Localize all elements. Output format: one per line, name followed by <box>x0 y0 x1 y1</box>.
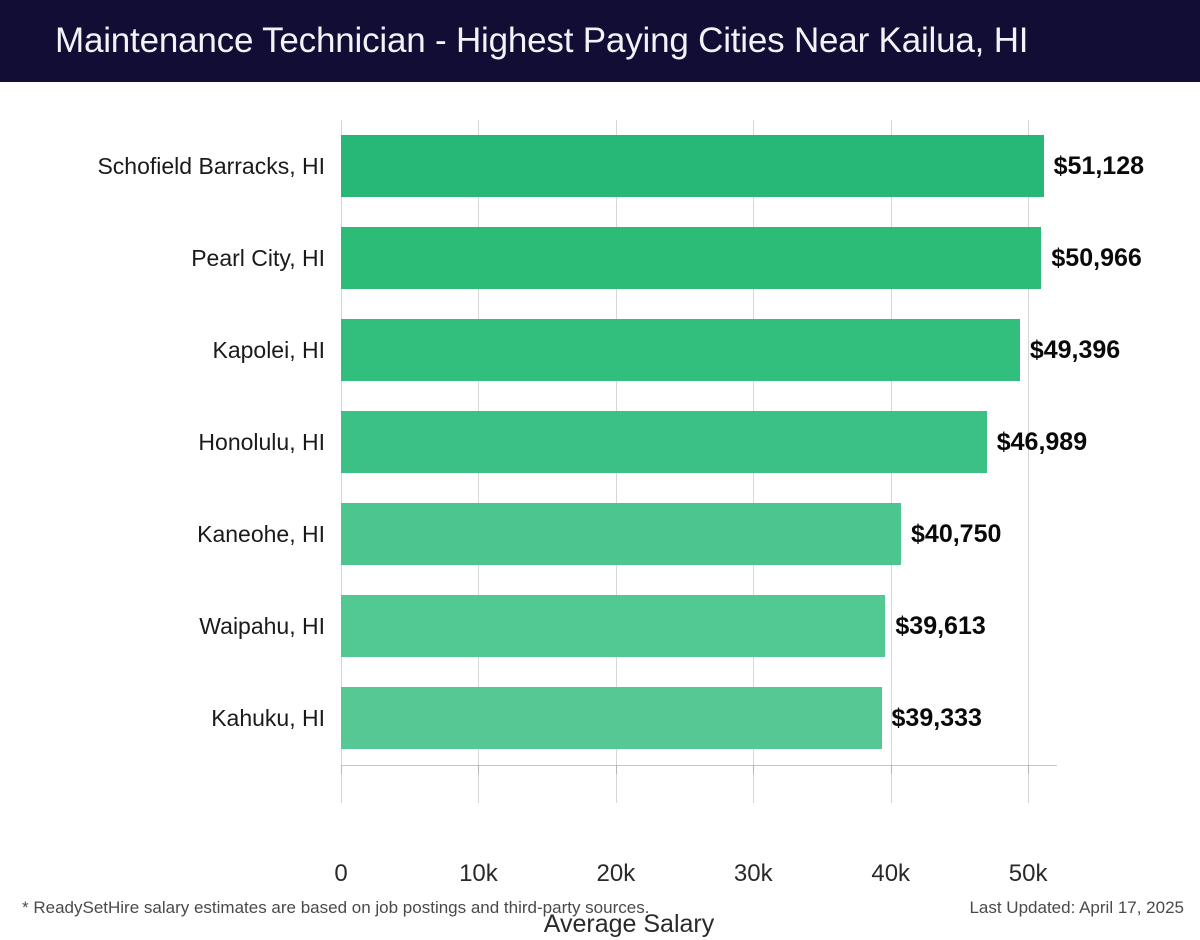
x-axis-title-text: Average Salary <box>543 910 715 938</box>
page-title: Maintenance Technician - Highest Paying … <box>55 21 1029 60</box>
title-header-bar <box>0 0 1200 82</box>
x-axis-line <box>341 765 1057 766</box>
x-axis-tick <box>341 765 342 774</box>
x-axis-tick-label: 20k <box>596 860 636 887</box>
bar[interactable] <box>341 687 882 749</box>
x-axis-tick <box>890 765 892 774</box>
bar-category-label: Kaneohe, HI <box>197 521 325 547</box>
bar-category-label: Pearl City, HI <box>191 245 325 271</box>
bar-row[interactable]: Kahuku, HI $39,333 <box>0 672 1200 764</box>
chart-bars: Schofield Barracks, HI $51,128 Pearl City,… <box>0 82 1200 842</box>
gridline <box>1028 120 1030 803</box>
bar-category-label: Waipahu, HI <box>199 613 325 639</box>
bar-category-label: Honolulu, HI <box>198 429 325 455</box>
bar-value-label: $49,396 <box>1029 336 1121 364</box>
x-axis-tick-label: 10k <box>459 860 498 887</box>
x-axis-tick <box>1028 765 1030 774</box>
bar[interactable] <box>341 319 1020 381</box>
bar-row[interactable]: Pearl City, HI $50,966 <box>0 212 1200 304</box>
bar-value-label: $46,989 <box>996 428 1088 456</box>
x-axis-tick <box>478 765 480 774</box>
x-axis-tick-label: 40k <box>871 860 911 887</box>
bar-category-label: Schofield Barracks, HI <box>97 153 325 179</box>
bar[interactable] <box>341 227 1042 289</box>
chart-plot-area: Schofield Barracks, HI $51,128 Pearl City,… <box>0 82 1200 940</box>
bar-value-label: $39,333 <box>891 704 982 732</box>
bar-value-label: $39,613 <box>895 612 986 640</box>
x-axis-title: Average Salary <box>0 910 1200 939</box>
bar[interactable] <box>341 503 902 565</box>
bar-row[interactable]: Honolulu, HI $46,989 <box>0 396 1200 488</box>
bar-row[interactable]: Schofield Barracks, HI $51,128 <box>0 120 1200 212</box>
footer-disclaimer: * ReadySetHire salary estimates are base… <box>22 898 650 917</box>
bar-value-label: $50,966 <box>1051 244 1142 272</box>
x-axis-tick-label: 30k <box>733 860 773 887</box>
bar-row[interactable]: Kapolei, HI $49,396 <box>0 304 1200 396</box>
bar-category-label: Kahuku, HI <box>211 705 325 731</box>
bar-row[interactable]: Kaneohe, HI $40,750 <box>0 488 1200 580</box>
bar-category-label: Kapolei, HI <box>212 337 325 363</box>
bar[interactable] <box>341 135 1044 197</box>
bar[interactable] <box>341 411 987 473</box>
x-axis-tick <box>615 765 617 774</box>
bar-row[interactable]: Waipahu, HI $39,613 <box>0 580 1200 672</box>
bar[interactable] <box>341 595 886 657</box>
bar-value-label: $40,750 <box>911 520 1002 548</box>
x-axis-tick-label: 50k <box>1008 860 1048 887</box>
x-axis-tick-label: 0 <box>334 860 348 887</box>
x-axis-tick <box>753 765 755 774</box>
footer-last-updated: Last Updated: April 17, 2025 <box>969 898 1184 917</box>
bar-value-label: $51,128 <box>1053 152 1145 180</box>
